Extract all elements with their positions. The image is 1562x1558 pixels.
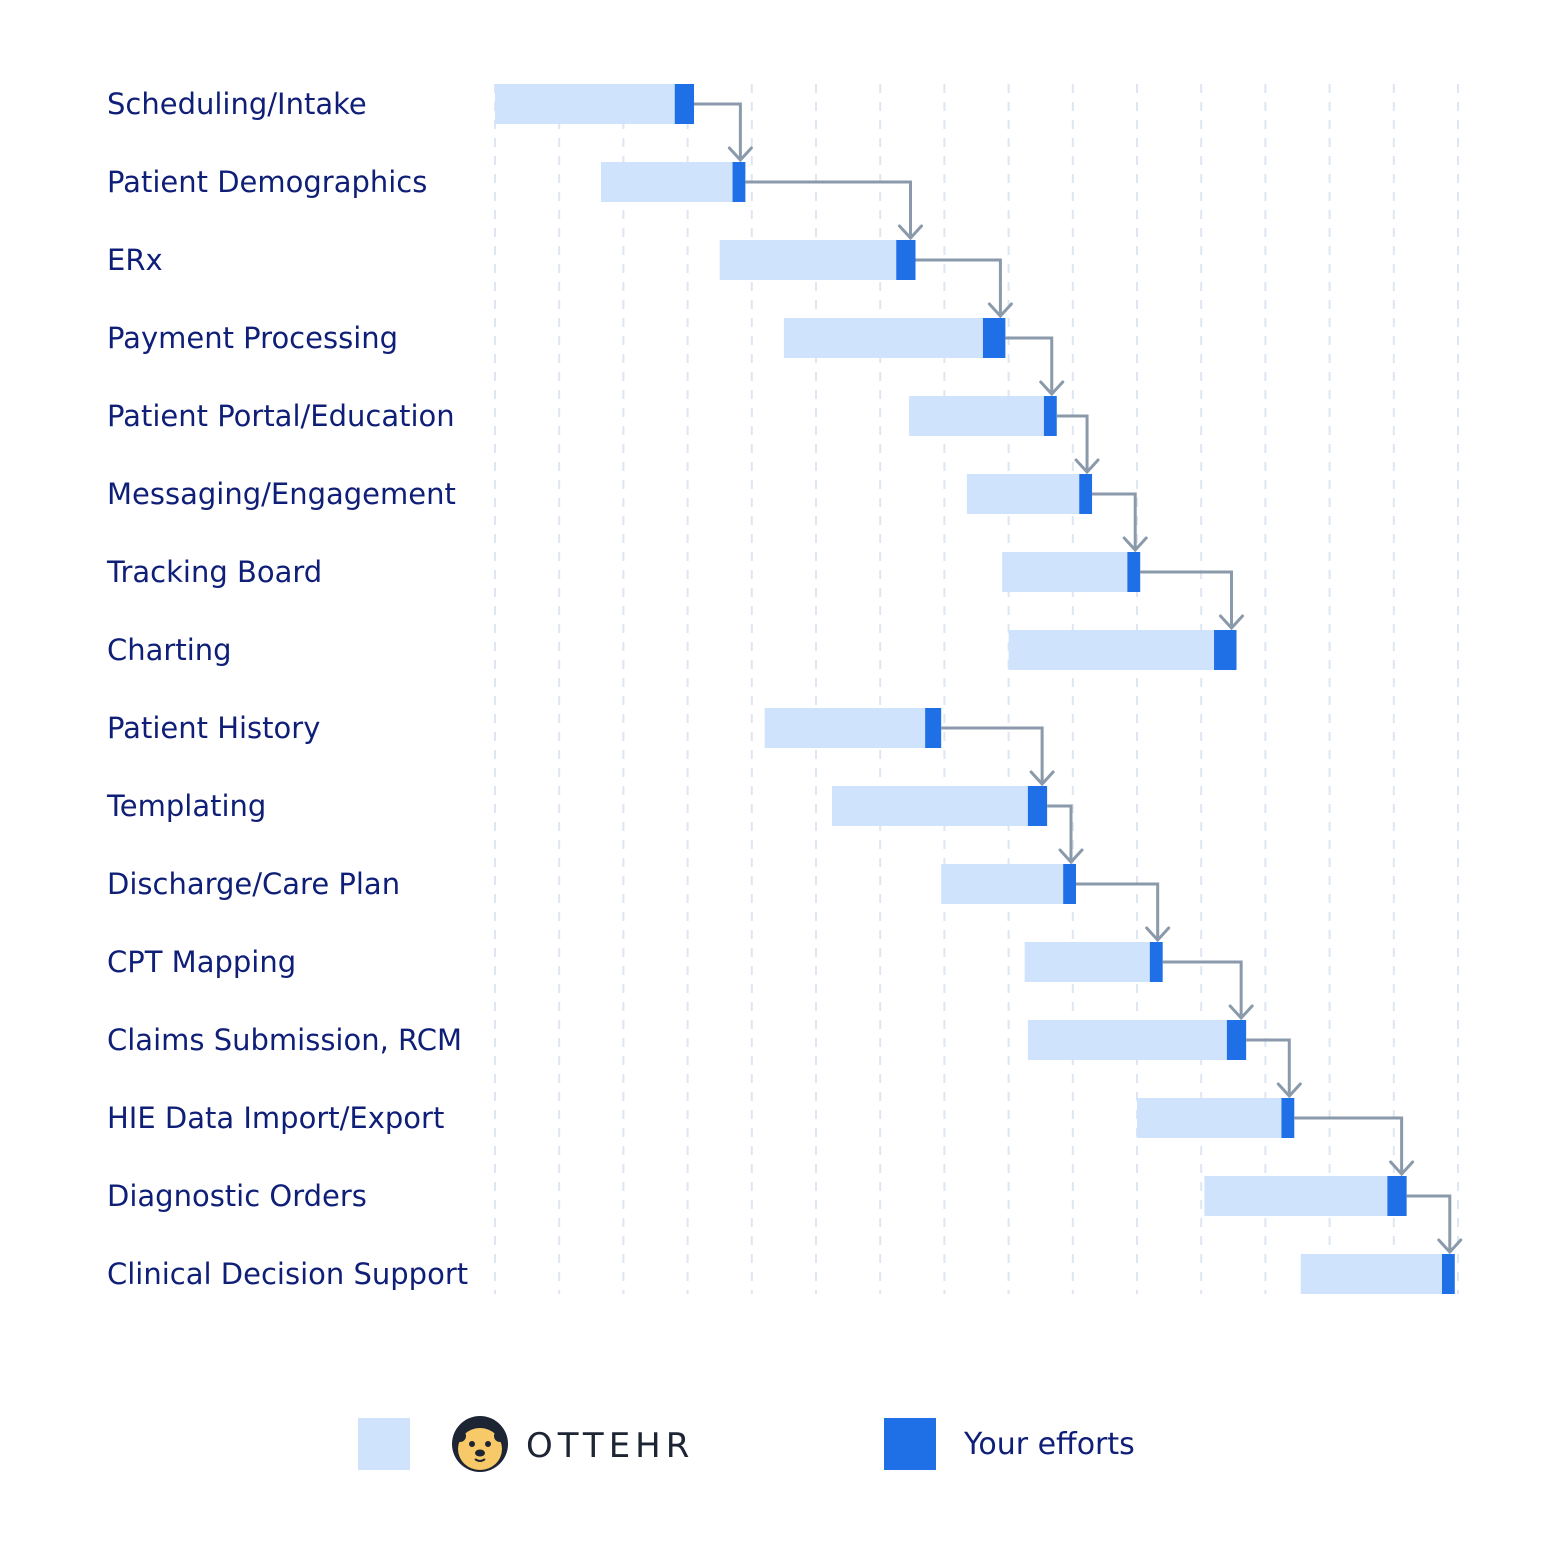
ottehr-bar [764, 708, 926, 748]
arrowhead-icon [898, 224, 924, 241]
arrowhead-icon [1145, 926, 1171, 943]
ottehr-bar [1024, 942, 1150, 982]
arrowhead-icon [1389, 1160, 1415, 1177]
ottehr-bar [1300, 1254, 1442, 1294]
dependency-connector [1047, 804, 1073, 862]
ottehr-bar [966, 474, 1080, 514]
ottehr-bar [941, 864, 1064, 904]
task-label: Patient History [107, 711, 320, 745]
effort-bar [1281, 1098, 1295, 1138]
ottehr-bar [1204, 1176, 1388, 1216]
task-label: Diagnostic Orders [107, 1179, 367, 1213]
effort-bar [1079, 474, 1093, 514]
arrowhead-icon [1437, 1238, 1463, 1255]
arrowhead-icon [1074, 458, 1100, 475]
effort-bar [1226, 1020, 1247, 1060]
legend-effort-swatch [884, 1418, 936, 1470]
effort-bar [1043, 396, 1057, 436]
task-label: Claims Submission, RCM [107, 1023, 462, 1057]
task-label: ERx [107, 243, 163, 277]
effort-bar [1387, 1176, 1407, 1216]
effort-bar [732, 162, 746, 202]
arrowhead-icon [1219, 614, 1245, 631]
arrowhead-icon [987, 302, 1013, 319]
arrowhead-icon [1276, 1082, 1302, 1099]
dependency-connector [1005, 336, 1054, 394]
dependency-connector [1246, 1038, 1291, 1096]
dependency-connector [1406, 1194, 1452, 1252]
arrowhead-icon [1039, 380, 1065, 397]
task-bars [495, 84, 1455, 1294]
dependency-connector [941, 726, 1044, 784]
task-label: Patient Portal/Education [107, 399, 455, 433]
ottehr-bar [909, 396, 1044, 436]
task-label: Templating [106, 789, 266, 823]
ottehr-bar [1137, 1098, 1282, 1138]
effort-bar [674, 84, 695, 124]
dependency-connector [1140, 570, 1234, 628]
legend: OTTEHR Your efforts [358, 1416, 1135, 1472]
effort-bar [925, 708, 942, 748]
otter-logo-icon [452, 1416, 508, 1472]
effort-bar [1441, 1254, 1455, 1294]
effort-bar [896, 240, 916, 280]
ottehr-bar [719, 240, 897, 280]
dependency-connector [745, 180, 913, 238]
task-label: CPT Mapping [107, 945, 296, 979]
task-label: Patient Demographics [107, 165, 427, 199]
ottehr-bar [832, 786, 1028, 826]
ottehr-bar [1027, 1020, 1227, 1060]
ottehr-bar [1008, 630, 1215, 670]
effort-bar [1027, 786, 1048, 826]
task-label: Payment Processing [107, 321, 398, 355]
task-label: HIE Data Import/Export [107, 1101, 444, 1135]
legend-ottehr-label: OTTEHR [526, 1426, 694, 1466]
arrowhead-icon [1029, 770, 1055, 787]
dependency-arrows [694, 102, 1463, 1255]
task-label: Discharge/Care Plan [107, 867, 400, 901]
arrowhead-icon [1228, 1004, 1254, 1021]
dependency-connector [915, 258, 1002, 316]
arrowhead-icon [1122, 536, 1148, 553]
task-label: Tracking Board [106, 555, 322, 589]
ottehr-bar [783, 318, 983, 358]
legend-effort-label: Your efforts [963, 1427, 1135, 1462]
arrowhead-icon [727, 146, 753, 163]
ottehr-bar [1002, 552, 1128, 592]
effort-bar [1127, 552, 1141, 592]
dependency-connector [1162, 960, 1243, 1018]
effort-bar [1149, 942, 1163, 982]
arrowhead-icon [1058, 848, 1084, 865]
effort-bar [982, 318, 1006, 358]
task-label: Charting [107, 633, 232, 667]
legend-ottehr-swatch [358, 1418, 410, 1470]
task-label: Clinical Decision Support [107, 1257, 468, 1291]
ottehr-bar [600, 162, 733, 202]
dependency-connector [1294, 1116, 1404, 1174]
dependency-connector [694, 102, 742, 160]
ottehr-bar [495, 84, 675, 124]
task-label: Messaging/Engagement [107, 477, 456, 511]
dependency-connector [1056, 414, 1089, 472]
effort-bar [1063, 864, 1077, 904]
effort-bar [1214, 630, 1237, 670]
dependency-connector [1076, 882, 1160, 940]
task-labels: Scheduling/Intake Patient Demographics ERx… [106, 87, 468, 1291]
dependency-connector [1092, 492, 1137, 550]
task-label: Scheduling/Intake [107, 87, 367, 121]
grid-lines [494, 84, 1459, 1294]
